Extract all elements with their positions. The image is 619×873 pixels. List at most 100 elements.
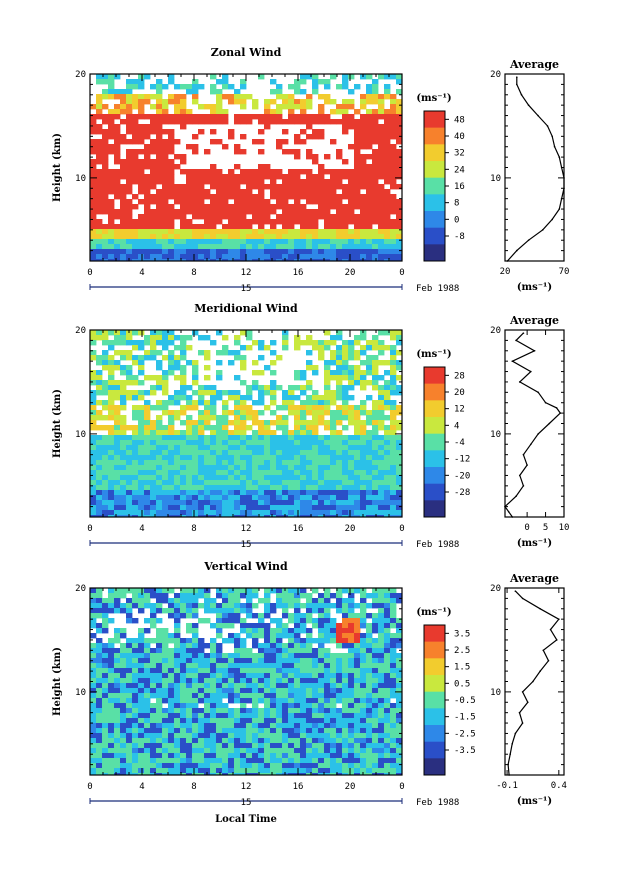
profile-point <box>522 332 525 334</box>
heatmap-cell <box>198 683 205 689</box>
heatmap-cell <box>186 713 193 719</box>
heatmap-cell <box>396 259 402 261</box>
heatmap-cell <box>138 693 145 699</box>
colorbar-swatch <box>424 127 445 145</box>
heatmap-cell <box>90 613 97 619</box>
heatmap-cell <box>342 475 349 481</box>
heatmap-cell <box>120 668 127 674</box>
colorbar-swatch <box>424 227 445 245</box>
heatmap-cell <box>246 698 253 704</box>
heatmap-cell <box>126 683 133 689</box>
profile-x-tick-label: 20 <box>500 267 511 277</box>
heatmap-cell <box>378 345 385 351</box>
heatmap-cell <box>216 109 223 115</box>
heatmap-cell <box>156 425 163 431</box>
x-tick-label: 8 <box>191 268 196 278</box>
heatmap-cell <box>168 733 175 739</box>
heatmap-cell <box>264 435 271 441</box>
heatmap-cell <box>96 209 103 215</box>
heatmap-cell <box>222 738 229 744</box>
heatmap-cell <box>192 693 199 699</box>
heatmap-cell <box>120 495 127 501</box>
heatmap-cell <box>144 593 151 599</box>
heatmap-cell <box>216 678 223 684</box>
heatmap-cell <box>102 254 109 260</box>
heatmap-cell <box>378 99 385 105</box>
heatmap-cell <box>318 713 325 719</box>
heatmap-cell <box>222 733 229 739</box>
heatmap-cell <box>108 390 115 396</box>
heatmap-cell <box>198 189 205 195</box>
heatmap-cell <box>294 485 301 491</box>
heatmap-cell <box>372 748 379 754</box>
heatmap-cell <box>276 723 283 729</box>
heatmap-cell <box>198 395 205 401</box>
heatmap-cell <box>96 678 103 684</box>
heatmap-cell <box>330 244 337 250</box>
heatmap-cell <box>132 495 139 501</box>
heatmap-cell <box>156 693 163 699</box>
heatmap-cell <box>240 445 247 451</box>
heatmap-cell <box>168 330 175 336</box>
heatmap-cell <box>222 239 229 245</box>
heatmap-cell <box>240 718 247 724</box>
heatmap-cell <box>108 658 115 664</box>
heatmap-cell <box>234 653 241 659</box>
heatmap-cell <box>234 475 241 481</box>
heatmap-cell <box>372 229 379 235</box>
heatmap-cell <box>396 653 402 659</box>
heatmap-cell <box>384 254 391 260</box>
heatmap-cell <box>126 648 133 654</box>
heatmap-cell <box>162 249 169 255</box>
heatmap-cell <box>330 515 337 517</box>
heatmap-cell <box>366 94 373 100</box>
heatmap-cell <box>282 214 289 220</box>
heatmap-cell <box>378 219 385 225</box>
heatmap-cell <box>222 335 229 341</box>
heatmap-cell <box>390 708 397 714</box>
heatmap-cell <box>90 179 97 185</box>
heatmap-cell <box>156 480 163 486</box>
heatmap-cell <box>216 723 223 729</box>
heatmap-cell <box>120 214 127 220</box>
heatmap-cell <box>96 355 103 361</box>
heatmap-cell <box>210 510 217 516</box>
heatmap-cell <box>366 129 373 135</box>
heatmap-cell <box>210 89 217 95</box>
heatmap-cell <box>396 79 402 85</box>
heatmap-cell <box>240 254 247 260</box>
heatmap-cell <box>318 688 325 694</box>
heatmap-cell <box>300 748 307 754</box>
heatmap-cell <box>216 179 223 185</box>
heatmap-cell <box>378 515 385 517</box>
heatmap-cell <box>114 748 121 754</box>
heatmap-cell <box>168 490 175 496</box>
heatmap-cell <box>384 189 391 195</box>
heatmap-cell <box>252 703 259 709</box>
heatmap-cell <box>312 653 319 659</box>
heatmap-cell <box>108 184 115 190</box>
heatmap-cell <box>150 229 157 235</box>
heatmap-cell <box>342 713 349 719</box>
heatmap-cell <box>150 159 157 165</box>
heatmap-cell <box>234 728 241 734</box>
heatmap-cell <box>186 663 193 669</box>
heatmap-cell <box>348 708 355 714</box>
heatmap-cell <box>132 119 139 125</box>
heatmap-cell <box>222 688 229 694</box>
heatmap-cell <box>252 244 259 250</box>
heatmap-cell <box>162 380 169 386</box>
heatmap-cell <box>270 189 277 195</box>
heatmap-cell <box>300 708 307 714</box>
heatmap-cell <box>114 390 121 396</box>
heatmap-cell <box>240 405 247 411</box>
heatmap-cell <box>192 753 199 759</box>
y-tick-label: 20 <box>75 326 86 336</box>
heatmap-cell <box>366 184 373 190</box>
heatmap-cell <box>132 124 139 130</box>
heatmap-cell <box>228 723 235 729</box>
heatmap-cell <box>252 613 259 619</box>
heatmap-cell <box>198 400 205 406</box>
heatmap-cell <box>300 254 307 260</box>
heatmap-cell <box>354 430 361 436</box>
